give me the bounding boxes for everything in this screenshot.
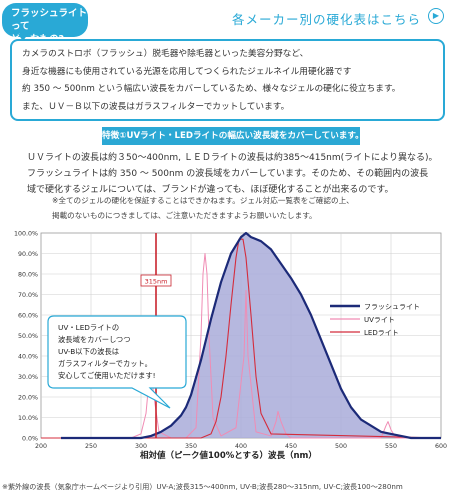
x-tick-label: 350 [185, 443, 197, 450]
ticks: 0.0% 10.0% 20.0% 30.0% 40.0% 50.0% 60.0% 70.0% 8… [14, 231, 447, 451]
led-light-line [41, 238, 442, 439]
y-tick-label: 40.0% [18, 354, 38, 361]
flashlight-line [61, 231, 441, 440]
bubble-tail [18, 34, 28, 41]
y-tick-label: 30.0% [18, 374, 38, 381]
callout-line: UV-B以下の波長は [58, 347, 119, 356]
y-tick-label: 0.0% [22, 436, 38, 443]
legend: フラッシュライト UVライト LEDライト [330, 303, 420, 337]
y-tick-label: 100.0% [14, 231, 38, 238]
callout-line: UV・LEDライトの [58, 323, 119, 332]
note-line: ※全てのジェルの硬化を保証することはできかねます。ジェル対応一覧表をご確認の上、 [52, 196, 354, 205]
note: ※全てのジェルの硬化を保証することはできかねます。ジェル対応一覧表をご確認の上、… [52, 193, 354, 223]
legend-label: UVライト [364, 316, 395, 324]
callout-line: ガラスフィルターでカット。 [58, 359, 152, 368]
x-tick-label: 400 [235, 443, 247, 450]
x-tick-label: 200 [35, 443, 47, 450]
intro-line: 約 350 ～ 500nm という幅広い波長をカバーしているため、様々なジェルの… [22, 84, 401, 94]
callout-box [47, 315, 187, 409]
x-tick-label: 250 [85, 443, 97, 450]
marker-315-label: 315nm [145, 278, 168, 286]
description: ＵＶライトの波長は約３50～400nm, ＬＥＤライトの波長は約385～415n… [27, 150, 438, 198]
uv-wavelength-footnote: ※紫外線の波長（気象庁ホームページより引用）UV-A;波長315～400nm, … [2, 482, 403, 491]
play-circle-icon[interactable]: ▶ [428, 8, 444, 24]
callout-line: 安心してご使用いただけます! [58, 371, 156, 380]
x-tick-label: 300 [135, 443, 147, 450]
x-tick-label: 600 [435, 443, 447, 450]
x-tick-label: 500 [335, 443, 347, 450]
flashlight-area [61, 233, 441, 438]
y-tick-label: 20.0% [18, 395, 38, 402]
y-tick-label: 70.0% [18, 292, 38, 299]
intro-line: また、ＵＶ－Ｂ以下の波長はガラスフィルターでカットしています。 [22, 101, 290, 112]
bubble-line-1: フラッシュライトって [11, 8, 88, 32]
y-tick-label: 50.0% [18, 333, 38, 340]
callout-line: 波長域をカバーしつつ [58, 335, 131, 344]
spectrum-chart: 315nm 0.0% 10.0% 20.0% 30.0% 40.0% 50.0% 60.0%… [0, 228, 455, 498]
y-tick-label: 60.0% [18, 313, 38, 320]
x-tick-label: 450 [285, 443, 297, 450]
legend-label: フラッシュライト [364, 303, 420, 311]
y-tick-label: 80.0% [18, 272, 38, 279]
y-axis-label: 相対値（ピーク値100%とする） [140, 450, 268, 461]
intro-line: 身近な機器にも使用されている光源を応用してつくられたジェルネイル用硬化器です [22, 66, 352, 77]
intro-line: カメラのストロボ（フラッシュ）脱毛器や除毛器といった美容分野など、 [22, 49, 309, 59]
feature-banner: 特徴①UVライト・LEDライトの幅広い波長域をカバーしています。 [102, 127, 364, 145]
flashlight-question-bubble: フラッシュライトって どんなもの? [2, 3, 88, 45]
intro-box: カメラのストロボ（フラッシュ）脱毛器や除毛器といった美容分野など、 身近な機器に… [10, 39, 445, 121]
description-line: ＵＶライトの波長は約３50～400nm, ＬＥＤライトの波長は約385～415n… [27, 153, 438, 163]
y-tick-label: 90.0% [18, 251, 38, 258]
description-line: フラッシュライトは約 350 ～ 500nm の波長域をカバーしています。そのた… [27, 169, 429, 179]
note-line: 掲載のないものにつきましては、ご注意いただきますようお願いいたします。 [52, 211, 317, 220]
description-line: 域で硬化するジェルについては、ブランドが違っても、ほぼ硬化することが出来るのです… [27, 185, 394, 195]
x-axis-label: 波長（nm） [268, 450, 317, 461]
maker-curing-chart-link[interactable]: 各メーカー別の硬化表はこちら [232, 12, 422, 27]
marker-315-box [140, 274, 172, 287]
y-tick-label: 10.0% [18, 415, 38, 422]
legend-label: LEDライト [364, 329, 399, 337]
x-tick-label: 550 [385, 443, 397, 450]
